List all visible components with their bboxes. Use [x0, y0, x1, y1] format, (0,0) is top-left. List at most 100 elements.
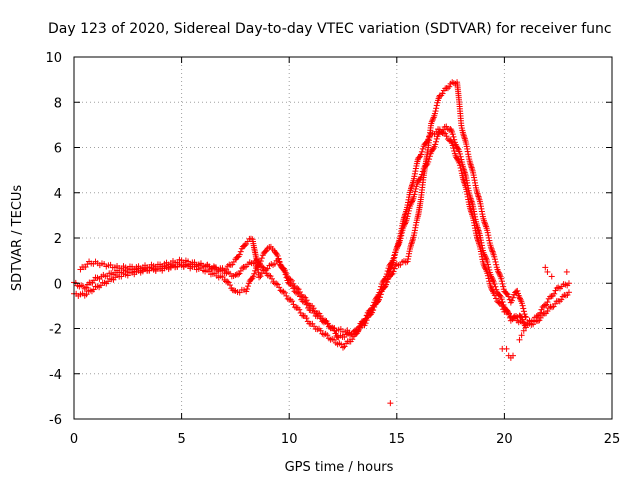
data-point: [252, 267, 259, 274]
data-point: [418, 148, 425, 155]
data-point: [489, 248, 496, 255]
data-point: [276, 259, 283, 266]
data-point: [287, 296, 294, 303]
data-point: [341, 343, 348, 350]
x-tick-label: 20: [496, 432, 513, 447]
data-point: [317, 327, 324, 334]
data-point: [432, 138, 439, 145]
data-point: [492, 283, 499, 290]
y-tick-label: -2: [49, 323, 62, 338]
data-point: [294, 285, 301, 292]
data-point: [229, 261, 236, 268]
data-point: [275, 256, 282, 263]
data-point: [288, 277, 295, 284]
data-point: [277, 287, 284, 294]
data-point: [516, 295, 523, 302]
data-point: [537, 309, 544, 316]
data-point: [456, 150, 463, 157]
data-point: [457, 165, 464, 172]
data-point: [488, 245, 495, 252]
data-point: [520, 308, 527, 315]
data-point: [496, 292, 503, 299]
data-point: [565, 289, 572, 296]
data-point: [90, 286, 97, 293]
data-point: [430, 115, 437, 122]
chart-title: Day 123 of 2020, Sidereal Day-to-day VTE…: [48, 21, 612, 37]
data-point: [280, 288, 287, 295]
data-point: [290, 280, 297, 287]
data-point: [223, 266, 230, 273]
data-point: [449, 142, 456, 149]
data-point: [289, 298, 296, 305]
data-point: [296, 306, 303, 313]
data-point: [264, 265, 271, 272]
data-point: [283, 292, 290, 299]
data-point: [258, 255, 265, 262]
data-point: [499, 303, 506, 310]
data-point: [235, 271, 242, 278]
data-point: [287, 276, 294, 283]
data-point: [323, 318, 330, 325]
data-point: [370, 306, 377, 313]
data-point: [489, 276, 496, 283]
data-point: [268, 275, 275, 282]
data-point: [563, 268, 570, 275]
data-point: [519, 302, 526, 309]
data-point: [324, 320, 331, 327]
data-point: [510, 294, 517, 301]
data-point: [559, 293, 566, 300]
data-point: [492, 258, 499, 265]
data-point: [442, 130, 449, 137]
data-point: [484, 229, 491, 236]
data-point: [237, 267, 244, 274]
data-point: [83, 291, 90, 298]
y-tick-label: 4: [54, 187, 62, 202]
data-point: [236, 251, 243, 258]
data-point: [274, 252, 281, 259]
data-point: [392, 249, 399, 256]
data-point: [274, 281, 281, 288]
data-point: [550, 303, 557, 310]
data-point: [224, 278, 231, 285]
data-point: [496, 299, 503, 306]
y-tick-label: 2: [54, 232, 62, 247]
data-point: [428, 118, 435, 125]
data-point: [296, 289, 303, 296]
data-point: [384, 268, 391, 275]
y-tick-label: 8: [54, 96, 62, 111]
data-point: [290, 301, 297, 308]
data-point: [232, 272, 239, 279]
data-point: [225, 279, 232, 286]
data-point: [495, 269, 502, 276]
data-point: [481, 219, 488, 226]
data-point: [544, 299, 551, 306]
data-point: [516, 336, 523, 343]
data-point: [482, 265, 489, 272]
x-tick-label: 0: [70, 432, 78, 447]
data-point: [227, 282, 234, 289]
data-point: [266, 272, 273, 279]
data-point: [506, 310, 513, 317]
data-point: [488, 284, 495, 291]
data-point: [542, 264, 549, 271]
data-point: [486, 278, 493, 285]
data-point: [542, 302, 549, 309]
data-point: [224, 263, 231, 270]
data-point: [493, 295, 500, 302]
data-point: [384, 278, 391, 285]
data-point: [456, 162, 463, 169]
data-point: [377, 291, 384, 298]
data-point: [514, 287, 521, 294]
data-point: [451, 148, 458, 155]
data-point: [331, 336, 338, 343]
data-point: [295, 286, 302, 293]
data-point: [520, 305, 527, 312]
data-point: [322, 317, 329, 324]
x-axis-label: GPS time / hours: [285, 460, 394, 475]
data-point: [436, 126, 443, 133]
data-point: [447, 137, 454, 144]
data-point: [256, 274, 263, 281]
data-point: [488, 274, 495, 281]
data-point: [443, 133, 450, 140]
